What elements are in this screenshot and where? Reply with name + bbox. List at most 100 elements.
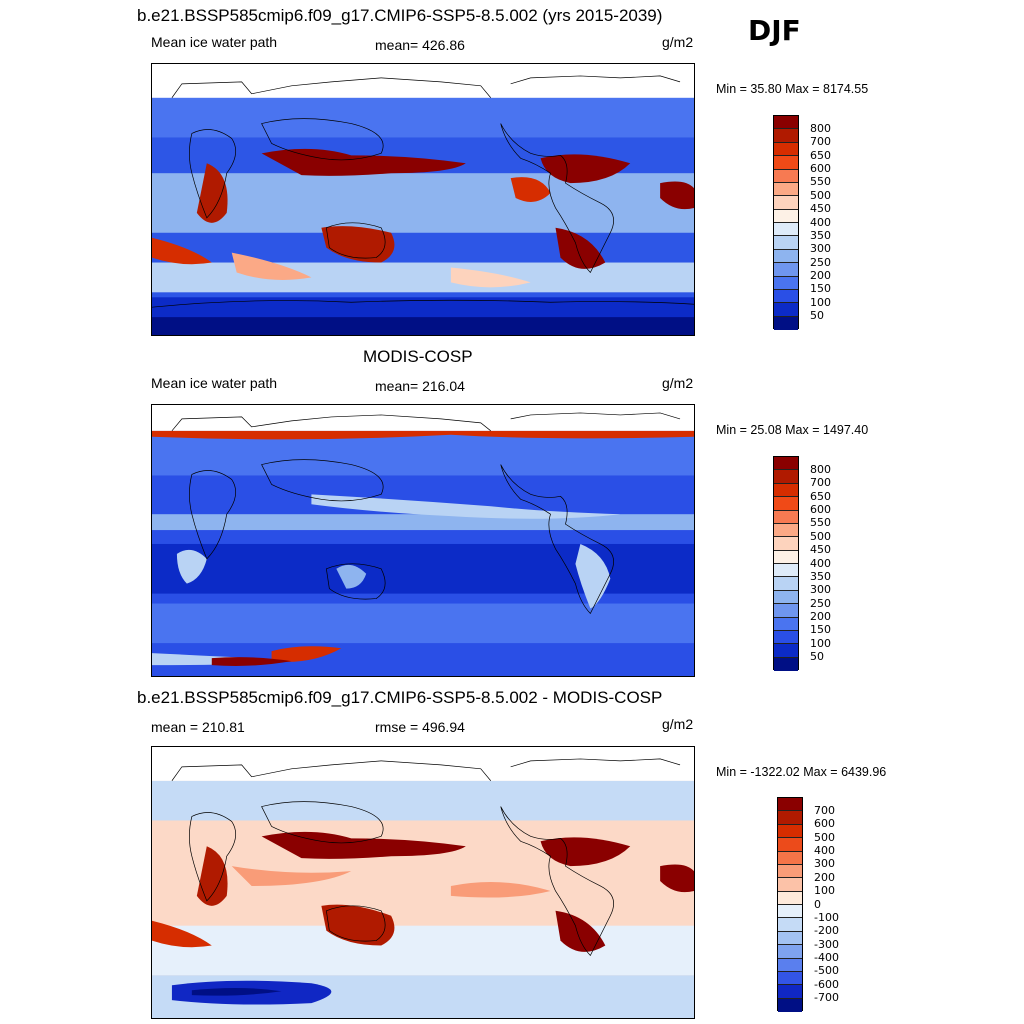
colorbar-swatch: [778, 864, 802, 879]
colorbar-swatch: [778, 851, 802, 865]
panel3-map: [151, 746, 695, 1019]
panel3-colorbar-swatches: [777, 797, 803, 1012]
panel1-colorbar: 800 700 650 600 550 500 450 400 350 300 250 200 150 1…: [773, 115, 853, 330]
colorbar-swatch: [774, 316, 798, 330]
colorbar-swatch: [774, 604, 798, 618]
panel3-units: g/m2: [662, 716, 694, 732]
panel3-mean-label: mean = 210.81: [151, 719, 245, 735]
colorbar-tick-label: -400: [814, 951, 839, 964]
panel3-map-svg: [152, 747, 694, 1018]
panel3-rmse-label: rmse = 496.94: [375, 719, 465, 735]
colorbar-tick-label: 250: [810, 596, 831, 610]
colorbar-tick-label: -300: [814, 937, 839, 951]
colorbar-swatch: [774, 196, 798, 210]
colorbar-swatch: [774, 169, 798, 183]
colorbar-tick-label: 0: [814, 897, 821, 911]
colorbar-swatch: [778, 971, 802, 986]
colorbar-tick-label: 800: [810, 462, 831, 476]
panel2-map: [151, 404, 695, 677]
colorbar-tick-label: 200: [814, 870, 835, 884]
colorbar-tick-label: 450: [810, 543, 831, 557]
colorbar-swatch: [774, 457, 798, 471]
colorbar-swatch: [774, 156, 798, 170]
colorbar-tick-label: 800: [810, 121, 831, 135]
colorbar-swatch: [774, 303, 798, 317]
colorbar-swatch: [778, 985, 802, 999]
colorbar-tick-label: 300: [810, 583, 831, 597]
panel1-title: b.e21.BSSP585cmip6.f09_g17.CMIP6-SSP5-8.…: [137, 6, 663, 25]
colorbar-tick-label: -700: [814, 991, 839, 1005]
colorbar-swatch: [774, 129, 798, 143]
colorbar-swatch: [774, 644, 798, 658]
colorbar-swatch: [774, 537, 798, 551]
colorbar-swatch: [774, 289, 798, 304]
panel2-title: MODIS-COSP: [363, 347, 473, 366]
colorbar-swatch: [774, 223, 798, 237]
season-label: DJF: [748, 14, 801, 47]
colorbar-swatch: [774, 249, 798, 264]
colorbar-swatch: [774, 510, 798, 524]
panel2-colorbar: 800 700 650 600 550 500 450 400 350 300 250 200 150 1…: [773, 456, 853, 671]
panel2-mean-label: mean= 216.04: [375, 378, 465, 394]
panel1-map-svg: [152, 64, 694, 335]
colorbar-swatch: [774, 630, 798, 645]
colorbar-tick-label: 300: [810, 242, 831, 256]
colorbar-swatch: [774, 590, 798, 605]
colorbar-tick-label: 350: [810, 228, 831, 242]
colorbar-swatch: [774, 564, 798, 578]
colorbar-tick-label: 350: [810, 569, 831, 583]
colorbar-swatch: [778, 905, 802, 919]
colorbar-tick-label: 150: [810, 623, 831, 637]
colorbar-swatch: [774, 523, 798, 538]
colorbar-tick-label: 650: [810, 489, 831, 503]
colorbar-tick-label: 600: [810, 162, 831, 175]
colorbar-tick-label: 100: [810, 295, 831, 309]
colorbar-tick-label: 200: [810, 269, 831, 282]
colorbar-swatch: [774, 577, 798, 591]
colorbar-tick-label: 400: [814, 844, 835, 857]
colorbar-tick-label: 500: [810, 188, 831, 202]
colorbar-tick-label: 50: [810, 650, 824, 664]
colorbar-tick-label: 400: [810, 556, 831, 570]
colorbar-tick-label: 450: [810, 202, 831, 216]
panel1-map: [151, 63, 695, 336]
colorbar-swatch: [778, 811, 802, 825]
colorbar-swatch: [778, 918, 802, 932]
colorbar-swatch: [774, 617, 798, 631]
colorbar-swatch: [774, 470, 798, 484]
colorbar-swatch: [778, 878, 802, 892]
colorbar-tick-label: -500: [814, 964, 839, 978]
colorbar-tick-label: -100: [814, 910, 839, 924]
colorbar-tick-label: 50: [810, 309, 824, 323]
colorbar-tick-label: -600: [814, 977, 839, 991]
colorbar-tick-label: 100: [814, 884, 835, 898]
colorbar-swatch: [778, 998, 802, 1012]
colorbar-tick-label: -200: [814, 924, 839, 938]
panel3-colorbar: 700 600 500 400 300 200 100 0 -100 -200 -300 -400 -5…: [777, 797, 857, 1012]
panel2-map-svg: [152, 405, 694, 676]
colorbar-swatch: [778, 891, 802, 905]
panel3-minmax: Min = -1322.02 Max = 6439.96: [716, 765, 887, 779]
colorbar-tick-label: 500: [810, 529, 831, 543]
colorbar-swatch: [774, 236, 798, 250]
panel1-variable-label: Mean ice water path: [151, 34, 278, 50]
colorbar-swatch: [774, 142, 798, 157]
colorbar-swatch: [774, 497, 798, 511]
colorbar-swatch: [774, 483, 798, 498]
panel1-units: g/m2: [662, 34, 694, 50]
panel2-colorbar-swatches: [773, 456, 799, 671]
colorbar-swatch: [778, 945, 802, 959]
colorbar-swatch: [778, 931, 802, 946]
colorbar-swatch: [778, 798, 802, 812]
panel3-title: b.e21.BSSP585cmip6.f09_g17.CMIP6-SSP5-8.…: [137, 688, 663, 707]
colorbar-tick-label: 100: [810, 636, 831, 650]
colorbar-swatch: [774, 209, 798, 223]
colorbar-tick-label: 600: [810, 503, 831, 516]
panel1-mean-label: mean= 426.86: [375, 37, 465, 53]
panel2-units: g/m2: [662, 375, 694, 391]
colorbar-swatch: [778, 838, 802, 852]
panel1-minmax: Min = 35.80 Max = 8174.55: [716, 82, 869, 96]
colorbar-tick-label: 300: [814, 857, 835, 871]
colorbar-tick-label: 400: [810, 215, 831, 229]
colorbar-tick-label: 500: [814, 830, 835, 844]
